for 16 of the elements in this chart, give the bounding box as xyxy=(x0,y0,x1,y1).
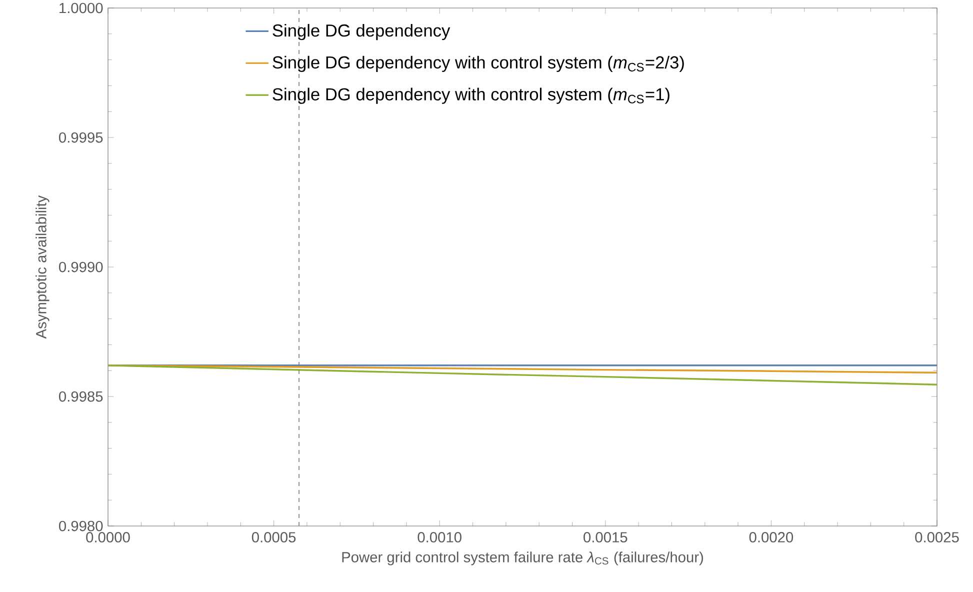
x-tick-label: 0.0015 xyxy=(584,532,628,542)
legend-label: Single DG dependency with control system (m$_{CS}$=1) xyxy=(272,88,670,104)
x-tick-label: 0.0020 xyxy=(749,532,794,542)
legend-label: Single DG dependency with control system (m$_{CS}$=2/3) xyxy=(272,56,684,72)
x-tick-label: 0.0025 xyxy=(915,532,959,542)
y-tick-label: 0.9995 xyxy=(58,132,103,143)
legend-label: Single DG dependency xyxy=(272,24,450,40)
x-tick-label: 0.0000 xyxy=(86,532,130,542)
x-axis-title: Power grid control system failure rate λ$_{CS}$ (failures/hour) xyxy=(342,552,704,566)
y-tick-label: 0.9990 xyxy=(58,262,103,272)
y-tick-label: 0.9980 xyxy=(58,520,103,532)
y-tick-label: 1.0000 xyxy=(60,2,103,14)
x-tick-label: 0.0005 xyxy=(252,532,296,542)
y-tick-label: 0.9985 xyxy=(58,391,103,402)
y-axis-title: Asymptotic availability xyxy=(36,195,50,339)
x-tick-label: 0.0010 xyxy=(418,532,462,542)
